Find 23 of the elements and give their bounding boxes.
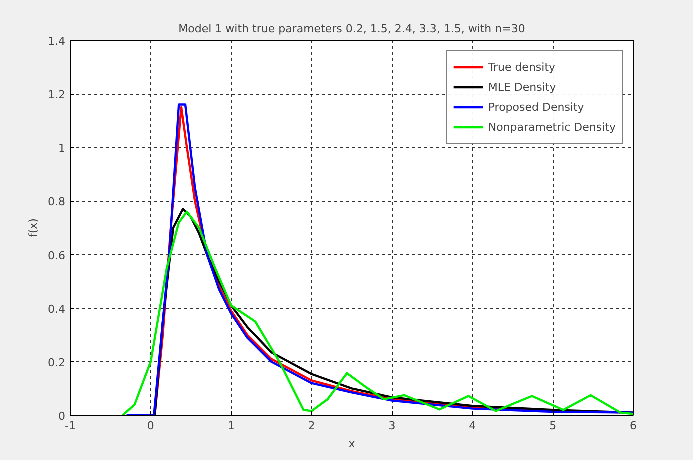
legend-label: True density — [488, 60, 556, 74]
chart-title: Model 1 with true parameters 0.2, 1.5, 2.4, 3.3, 1.5, with n=30 — [178, 22, 526, 36]
y-tick-label: 0.2 — [48, 356, 66, 370]
y-tick-label: 0.6 — [48, 249, 66, 262]
legend-label: Nonparametric Density — [488, 120, 616, 134]
y-tick-label: 0 — [58, 410, 66, 423]
y-axis-title: f(x) — [27, 218, 40, 238]
x-tick-label: 2 — [308, 420, 316, 432]
x-tick-label: 3 — [388, 420, 396, 432]
x-axis-title: x — [348, 438, 356, 450]
x-tick-label: -1 — [65, 420, 76, 432]
x-tick-label: 4 — [469, 420, 476, 432]
y-tick-label: 0.4 — [48, 302, 66, 316]
y-tick-label: 1 — [58, 142, 66, 156]
y-tick-label: 0.8 — [48, 196, 66, 209]
x-tick-label: 5 — [550, 420, 557, 432]
x-tick-label: 0 — [147, 420, 154, 432]
y-tick-label: 1.4 — [48, 35, 66, 48]
x-tick-label: 1 — [228, 420, 235, 432]
legend-label: MLE Density — [488, 80, 556, 94]
legend-label: Proposed Density — [488, 100, 584, 114]
y-tick-label: 1.2 — [48, 88, 66, 102]
x-tick-label: 6 — [630, 420, 637, 432]
